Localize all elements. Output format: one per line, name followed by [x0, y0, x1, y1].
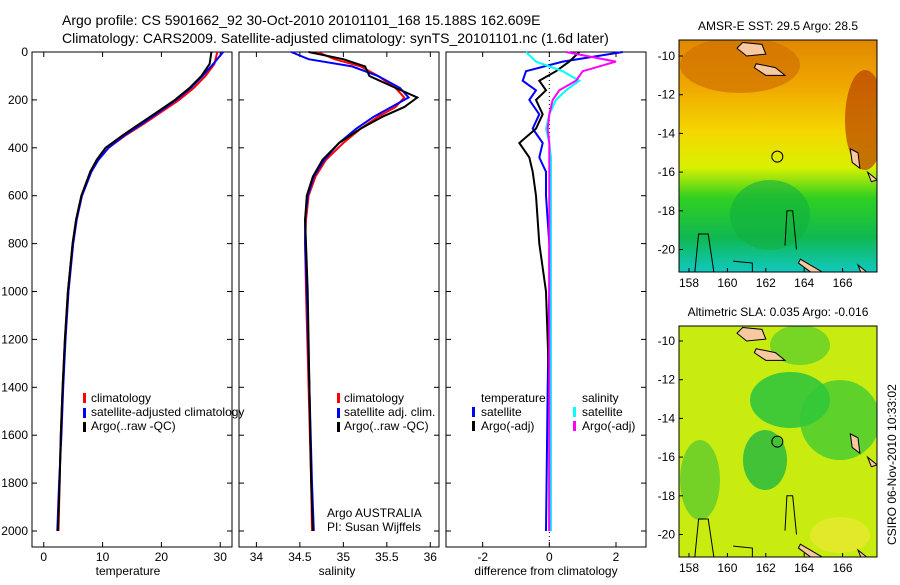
y-tick-label: 800	[8, 237, 28, 251]
y-tick-label: 400	[8, 141, 28, 155]
x-tick-label: 20	[155, 550, 169, 564]
lat-tick-label: -12	[658, 88, 676, 102]
sst-map-title: AMSR-E SST: 29.5 Argo: 28.5	[698, 19, 858, 33]
y-tick-label: 1000	[1, 285, 28, 299]
island	[856, 548, 868, 557]
series-line-argo-raw-qc-	[304, 51, 420, 532]
island	[797, 258, 824, 272]
x-tick-label: 35	[337, 550, 351, 564]
y-tick-label: 1200	[1, 332, 28, 346]
y-tick-label: 600	[8, 189, 28, 203]
salinity-panel: 34 34.5 35 35.5 36 salinity climatology sate…	[238, 51, 440, 578]
island	[866, 170, 877, 183]
sst-map: AMSR-E SST: 29.5 Argo: 28.5 158 160 162 164…	[658, 19, 878, 290]
lon-tick-label: 162	[756, 276, 776, 290]
lon-tick-label: 162	[756, 561, 776, 575]
x-tick-label: 36	[424, 550, 438, 564]
legend-climatology: climatology	[91, 391, 151, 405]
legend-sal-satellite: satellite	[582, 405, 623, 419]
lat-tick-label: -16	[658, 165, 676, 179]
lon-tick-label: 164	[794, 276, 814, 290]
float-position-marker	[771, 435, 784, 448]
series-line-temperature-argo-adj-	[517, 51, 580, 531]
lon-tick-label: 160	[717, 561, 737, 575]
sla-map: Altimetric SLA: 0.035 Argo: -0.016 158 16…	[658, 305, 878, 575]
series-line-argo-raw-qc-	[56, 51, 213, 532]
csiro-timestamp: CSIRO 06-Nov-2010 10:33:02	[885, 384, 899, 545]
y-tick-label: 1800	[1, 476, 28, 490]
x-tick-label: 34.5	[288, 550, 312, 564]
lat-tick-label: -20	[658, 243, 676, 257]
island	[736, 326, 767, 342]
legend-sal-argo: Argo(-adj)	[582, 419, 635, 433]
argo-australia-label: Argo AUSTRALIA	[327, 506, 422, 520]
island	[856, 263, 868, 272]
island	[866, 455, 877, 468]
legend-temp-satellite: satellite	[481, 405, 522, 419]
sla-map-title: Altimetric SLA: 0.035 Argo: -0.016	[688, 305, 869, 319]
island	[753, 348, 787, 361]
lat-tick-label: -16	[658, 450, 676, 464]
float-position-marker	[771, 150, 784, 163]
lon-tick-label: 158	[679, 561, 699, 575]
x-tick-label: 0	[546, 550, 553, 564]
island	[849, 148, 861, 170]
x-tick-label: 2	[613, 550, 620, 564]
lat-tick-label: -14	[658, 411, 676, 425]
island	[736, 41, 767, 57]
reef-contour	[694, 495, 798, 557]
series-line-climatology	[304, 51, 406, 532]
temperature-panel: 0 10 20 30 0 200 400 600 800 1000 1200 1400 1600 1800…	[1, 45, 244, 578]
reef-contour	[694, 210, 798, 272]
lon-tick-label: 160	[717, 276, 737, 290]
lat-tick-label: -10	[658, 49, 676, 63]
lon-tick-label: 164	[794, 561, 814, 575]
difference-xlabel: difference from climatology	[474, 564, 617, 578]
island	[797, 543, 824, 557]
legend-satellite-adjusted: satellite-adjusted climatology	[91, 405, 244, 419]
legend-satellite: satellite adj. clim.	[344, 405, 435, 419]
island	[753, 63, 787, 76]
temperature-xlabel: temperature	[96, 564, 161, 578]
lon-tick-label: 158	[679, 276, 699, 290]
legend-salinity-title: salinity	[582, 391, 619, 405]
title-line-1: Argo profile: CS 5901662_92 30-Oct-2010 …	[62, 12, 540, 28]
y-tick-label: 200	[8, 93, 28, 107]
pi-label: PI: Susan Wijffels	[327, 520, 421, 534]
lon-tick-label: 166	[833, 276, 853, 290]
x-tick-label: 0	[40, 550, 47, 564]
series-line-satellite-adj-clim-	[290, 51, 411, 532]
lon-tick-label: 166	[833, 561, 853, 575]
legend-argo: Argo(..raw -QC)	[91, 419, 176, 433]
lat-tick-label: -10	[658, 334, 676, 348]
lat-tick-label: -20	[658, 528, 676, 542]
lat-tick-label: -18	[658, 489, 676, 503]
x-tick-label: 10	[96, 550, 110, 564]
x-tick-label: 30	[214, 550, 228, 564]
series-line-salinity-argo-adj-	[546, 51, 617, 531]
lat-tick-label: -18	[658, 204, 676, 218]
x-tick-label: 35.5	[375, 550, 399, 564]
y-tick-label: 0	[21, 45, 28, 59]
x-tick-label: 34	[250, 550, 264, 564]
salinity-legend: climatology satellite adj. clim. Argo(..…	[337, 391, 435, 433]
title-line-2: Climatology: CARS2009. Satellite-adjuste…	[62, 30, 609, 46]
legend-temp-argo: Argo(-adj)	[481, 419, 534, 433]
difference-legend: temperature satellite Argo(-adj) salinit…	[472, 391, 635, 433]
legend-argo: Argo(..raw -QC)	[344, 419, 429, 433]
temperature-legend: climatology satellite-adjusted climatolo…	[83, 391, 244, 433]
y-tick-label: 2000	[1, 524, 28, 538]
lat-tick-label: -12	[658, 373, 676, 387]
x-tick-label: -2	[477, 550, 488, 564]
y-tick-label: 1600	[1, 428, 28, 442]
y-tick-label: 1400	[1, 380, 28, 394]
salinity-xlabel: salinity	[319, 564, 356, 578]
difference-panel: -2 0 2 difference from climatology tempera…	[445, 51, 647, 578]
lat-tick-label: -14	[658, 126, 676, 140]
legend-climatology: climatology	[344, 391, 404, 405]
legend-temperature-title: temperature	[481, 391, 546, 405]
island	[849, 433, 861, 455]
